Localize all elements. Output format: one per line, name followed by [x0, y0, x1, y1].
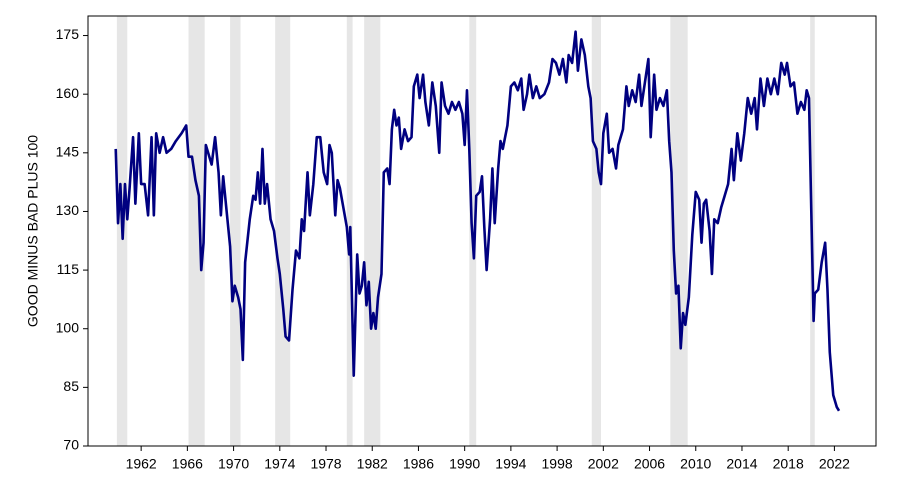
recession-band: [275, 16, 291, 446]
x-tick-label: 1962: [126, 456, 157, 472]
x-tick-label: 2002: [588, 456, 619, 472]
x-tick-label: 2022: [819, 456, 850, 472]
recession-band: [670, 16, 688, 446]
y-tick-label: 175: [56, 26, 80, 42]
recession-band: [364, 16, 381, 446]
x-tick-label: 1994: [495, 456, 526, 472]
y-tick-label: 70: [63, 437, 79, 453]
x-tick-label: 1978: [310, 456, 341, 472]
y-tick-label: 130: [56, 202, 80, 218]
x-tick-label: 2010: [680, 456, 711, 472]
x-tick-label: 1982: [357, 456, 388, 472]
x-tick-label: 1966: [172, 456, 203, 472]
plot-frame: [87, 15, 877, 447]
x-tick-label: 2018: [773, 456, 804, 472]
x-tick-label: 2006: [634, 456, 665, 472]
data-line: [114, 30, 841, 412]
recession-band: [591, 16, 602, 446]
x-tick-label: 2014: [726, 456, 757, 472]
y-tick-label: 160: [56, 85, 80, 101]
recession-band: [188, 16, 205, 446]
y-tick-label: 85: [63, 378, 79, 394]
x-tick-label: 1998: [542, 456, 573, 472]
x-tick-label: 1970: [218, 456, 249, 472]
y-axis-label: GOOD MINUS BAD PLUS 100: [25, 135, 41, 327]
x-tick-label: 1974: [264, 456, 295, 472]
x-tick-label: 1986: [403, 456, 434, 472]
y-tick-label: 145: [56, 144, 80, 160]
recession-band: [230, 16, 241, 446]
y-tick-label: 100: [56, 319, 80, 335]
x-tick-label: 1990: [449, 456, 480, 472]
y-tick-label: 115: [57, 261, 80, 277]
